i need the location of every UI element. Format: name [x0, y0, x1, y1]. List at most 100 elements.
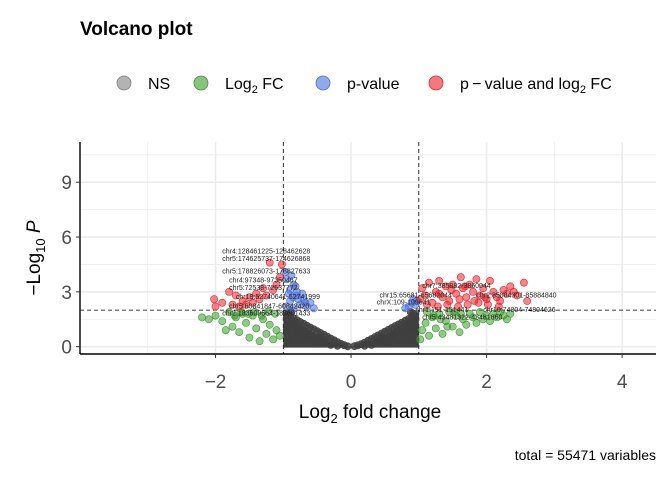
point-pfc	[225, 287, 233, 296]
point-fc	[211, 311, 220, 320]
point-fc	[252, 324, 261, 333]
legend: NS Log2 FC p-value p − value and log2 FC	[116, 75, 612, 96]
points	[198, 258, 532, 351]
point-fc	[455, 328, 464, 336]
point-pfc	[447, 286, 456, 294]
point-p	[288, 293, 297, 302]
point-ns	[360, 341, 369, 350]
point-pfc	[277, 260, 286, 269]
y-tick-label: 3	[61, 283, 72, 304]
point-pfc	[421, 291, 430, 300]
point-p	[401, 304, 410, 313]
point-p	[289, 304, 298, 313]
point-pfc	[259, 284, 267, 293]
point-pfc	[513, 291, 521, 300]
point-pfc	[269, 286, 277, 294]
point-fc	[235, 328, 244, 336]
point-pfc	[470, 297, 479, 305]
gene-label: chr4:128461225-128462628	[222, 249, 310, 256]
point-pfc	[479, 284, 488, 293]
point-p	[291, 282, 300, 291]
x-tick-label: 2	[481, 372, 492, 393]
point-ns	[296, 326, 305, 335]
point-pfc	[210, 295, 219, 304]
point-fc	[264, 308, 273, 316]
point-ns	[303, 331, 311, 340]
x-axis-label: Log2 fold change	[299, 402, 441, 426]
point-ns	[397, 326, 406, 335]
axes: −2 0 2 4 0 3 6 9	[61, 142, 656, 393]
point-ns	[408, 335, 416, 344]
point-fc	[257, 311, 266, 320]
point-fc	[198, 313, 206, 322]
x-tick-label: −2	[205, 372, 227, 393]
point-fc	[429, 311, 438, 320]
gene-label: chr2:183609664-183601433	[222, 311, 310, 318]
y-tick-label: 9	[61, 173, 72, 194]
x-tick-label: 0	[346, 372, 357, 393]
plot-grid	[79, 142, 656, 354]
point-pfc	[231, 291, 240, 300]
point-fc	[425, 331, 433, 340]
gene-label: chr5:72538-72537772	[229, 285, 298, 292]
point-ns	[391, 331, 399, 340]
point-pfc	[262, 291, 271, 300]
point-pfc	[472, 275, 481, 283]
threshold-lines	[80, 142, 656, 354]
gene-label: chrX:109-109641	[377, 300, 431, 307]
point-fc	[421, 318, 430, 327]
point-fc	[242, 318, 250, 327]
point-ns	[289, 322, 298, 331]
point-p	[281, 267, 290, 276]
point-pfc	[523, 297, 532, 305]
y-tick-label: 6	[61, 228, 72, 249]
gene-label: chr5:43481322-43481860	[422, 314, 502, 321]
point-ns	[333, 341, 342, 350]
point-fc	[262, 329, 271, 338]
point-fc	[245, 333, 254, 342]
point-pfc	[245, 293, 254, 302]
point-ns	[384, 335, 393, 344]
legend-key-pfc	[428, 75, 444, 91]
point-pfc	[454, 302, 462, 311]
point-pfc	[456, 273, 465, 282]
point-ns	[326, 340, 335, 349]
point-pfc	[481, 293, 490, 302]
point-pfc	[462, 293, 471, 302]
point-pfc	[520, 278, 528, 287]
point-pfc	[469, 287, 477, 296]
point-p	[301, 298, 309, 307]
gene-label: chr1:151-151441	[415, 307, 468, 314]
point-fc	[506, 309, 515, 318]
point-pfc	[416, 295, 425, 304]
gene-label: chr4:97348-97350467	[229, 278, 298, 285]
legend-key-fc	[193, 75, 209, 91]
gene-label: chr5:60841847-60842420	[229, 303, 309, 310]
point-pfc	[494, 302, 503, 311]
point-fc	[221, 326, 230, 335]
gene-label: chr18:52740641-52741999	[236, 294, 320, 301]
chart-title: Volcano plot	[80, 19, 193, 40]
gene-labels: chr4:128461225-128462628chr5:174625737-1…	[222, 249, 556, 322]
point-fc	[218, 317, 227, 325]
point-fc	[204, 315, 213, 324]
gene-label: chr15:65681-65682044	[380, 292, 453, 299]
point-ns	[409, 309, 418, 318]
point-fc	[438, 329, 447, 338]
legend-label-p: p-value	[347, 76, 400, 93]
point-fc	[436, 315, 445, 324]
point-fc	[456, 309, 465, 318]
point-ns	[286, 335, 294, 344]
point-fc	[486, 317, 494, 325]
point-pfc	[252, 289, 261, 298]
point-pfc	[425, 278, 433, 287]
point-pfc	[418, 284, 427, 293]
point-ns	[377, 333, 386, 342]
legend-key-p	[315, 75, 331, 91]
point-fc	[475, 308, 484, 316]
point-pfc	[211, 302, 220, 311]
point-fc	[443, 322, 452, 331]
y-tick-label: 0	[61, 338, 72, 359]
point-fc	[265, 320, 274, 329]
